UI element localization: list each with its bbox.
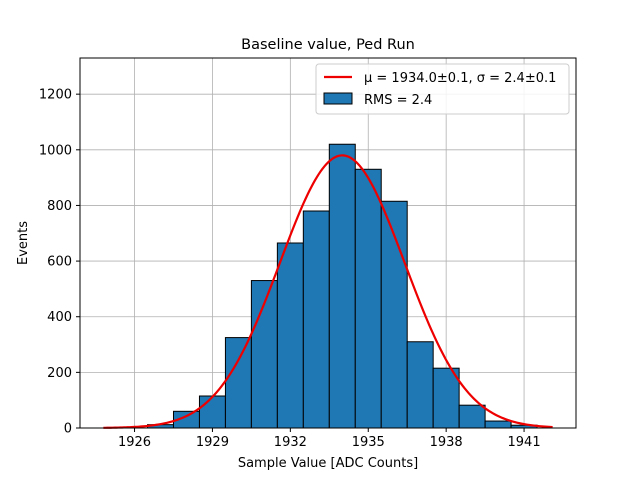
- legend: μ = 1934.0±0.1, σ = 2.4±0.1 RMS = 2.4: [315, 63, 570, 115]
- y-axis-ticks: 0 200 400 600 800 1000 1200: [39, 88, 80, 437]
- x-tick-label: 1938: [430, 435, 463, 450]
- x-tick-label: 1932: [274, 435, 307, 450]
- y-tick-label: 200: [47, 366, 72, 381]
- plot-frame: [79, 57, 577, 429]
- histogram-bar: [302, 210, 330, 429]
- y-tick-label: 600: [47, 255, 72, 270]
- y-tick-label: 1000: [39, 143, 72, 158]
- x-tick-label: 1929: [196, 435, 229, 450]
- histogram-bar: [406, 341, 434, 429]
- legend-hist-label: RMS = 2.4: [364, 93, 432, 108]
- x-tick-label: 1926: [118, 435, 151, 450]
- histogram-bar: [354, 168, 382, 429]
- gaussian-fit-curve: [103, 154, 553, 429]
- y-tick-label: 0: [64, 422, 72, 437]
- histogram-bars: [147, 143, 538, 429]
- histogram-bar: [276, 242, 304, 429]
- histogram-bar: [224, 337, 252, 429]
- histogram-bar: [458, 404, 486, 429]
- x-tick-label: 1941: [508, 435, 541, 450]
- histogram-bar: [484, 420, 512, 429]
- x-tick-label: 1935: [352, 435, 385, 450]
- y-tick-label: 400: [47, 310, 72, 325]
- legend-box: [315, 63, 570, 115]
- histogram-bar: [328, 143, 356, 429]
- x-axis-ticks: 1926 1929 1932 1935 1938 1941: [118, 428, 541, 450]
- legend-fit-label: μ = 1934.0±0.1, σ = 2.4±0.1: [364, 71, 556, 86]
- y-tick-label: 800: [47, 199, 72, 214]
- x-axis-label: Sample Value [ADC Counts]: [238, 456, 418, 471]
- y-tick-label: 1200: [39, 88, 72, 103]
- y-axis-label: Events: [16, 221, 31, 265]
- legend-hist-swatch: [323, 92, 353, 105]
- histogram-bar: [198, 395, 226, 429]
- chart-title: Baseline value, Ped Run: [241, 37, 415, 53]
